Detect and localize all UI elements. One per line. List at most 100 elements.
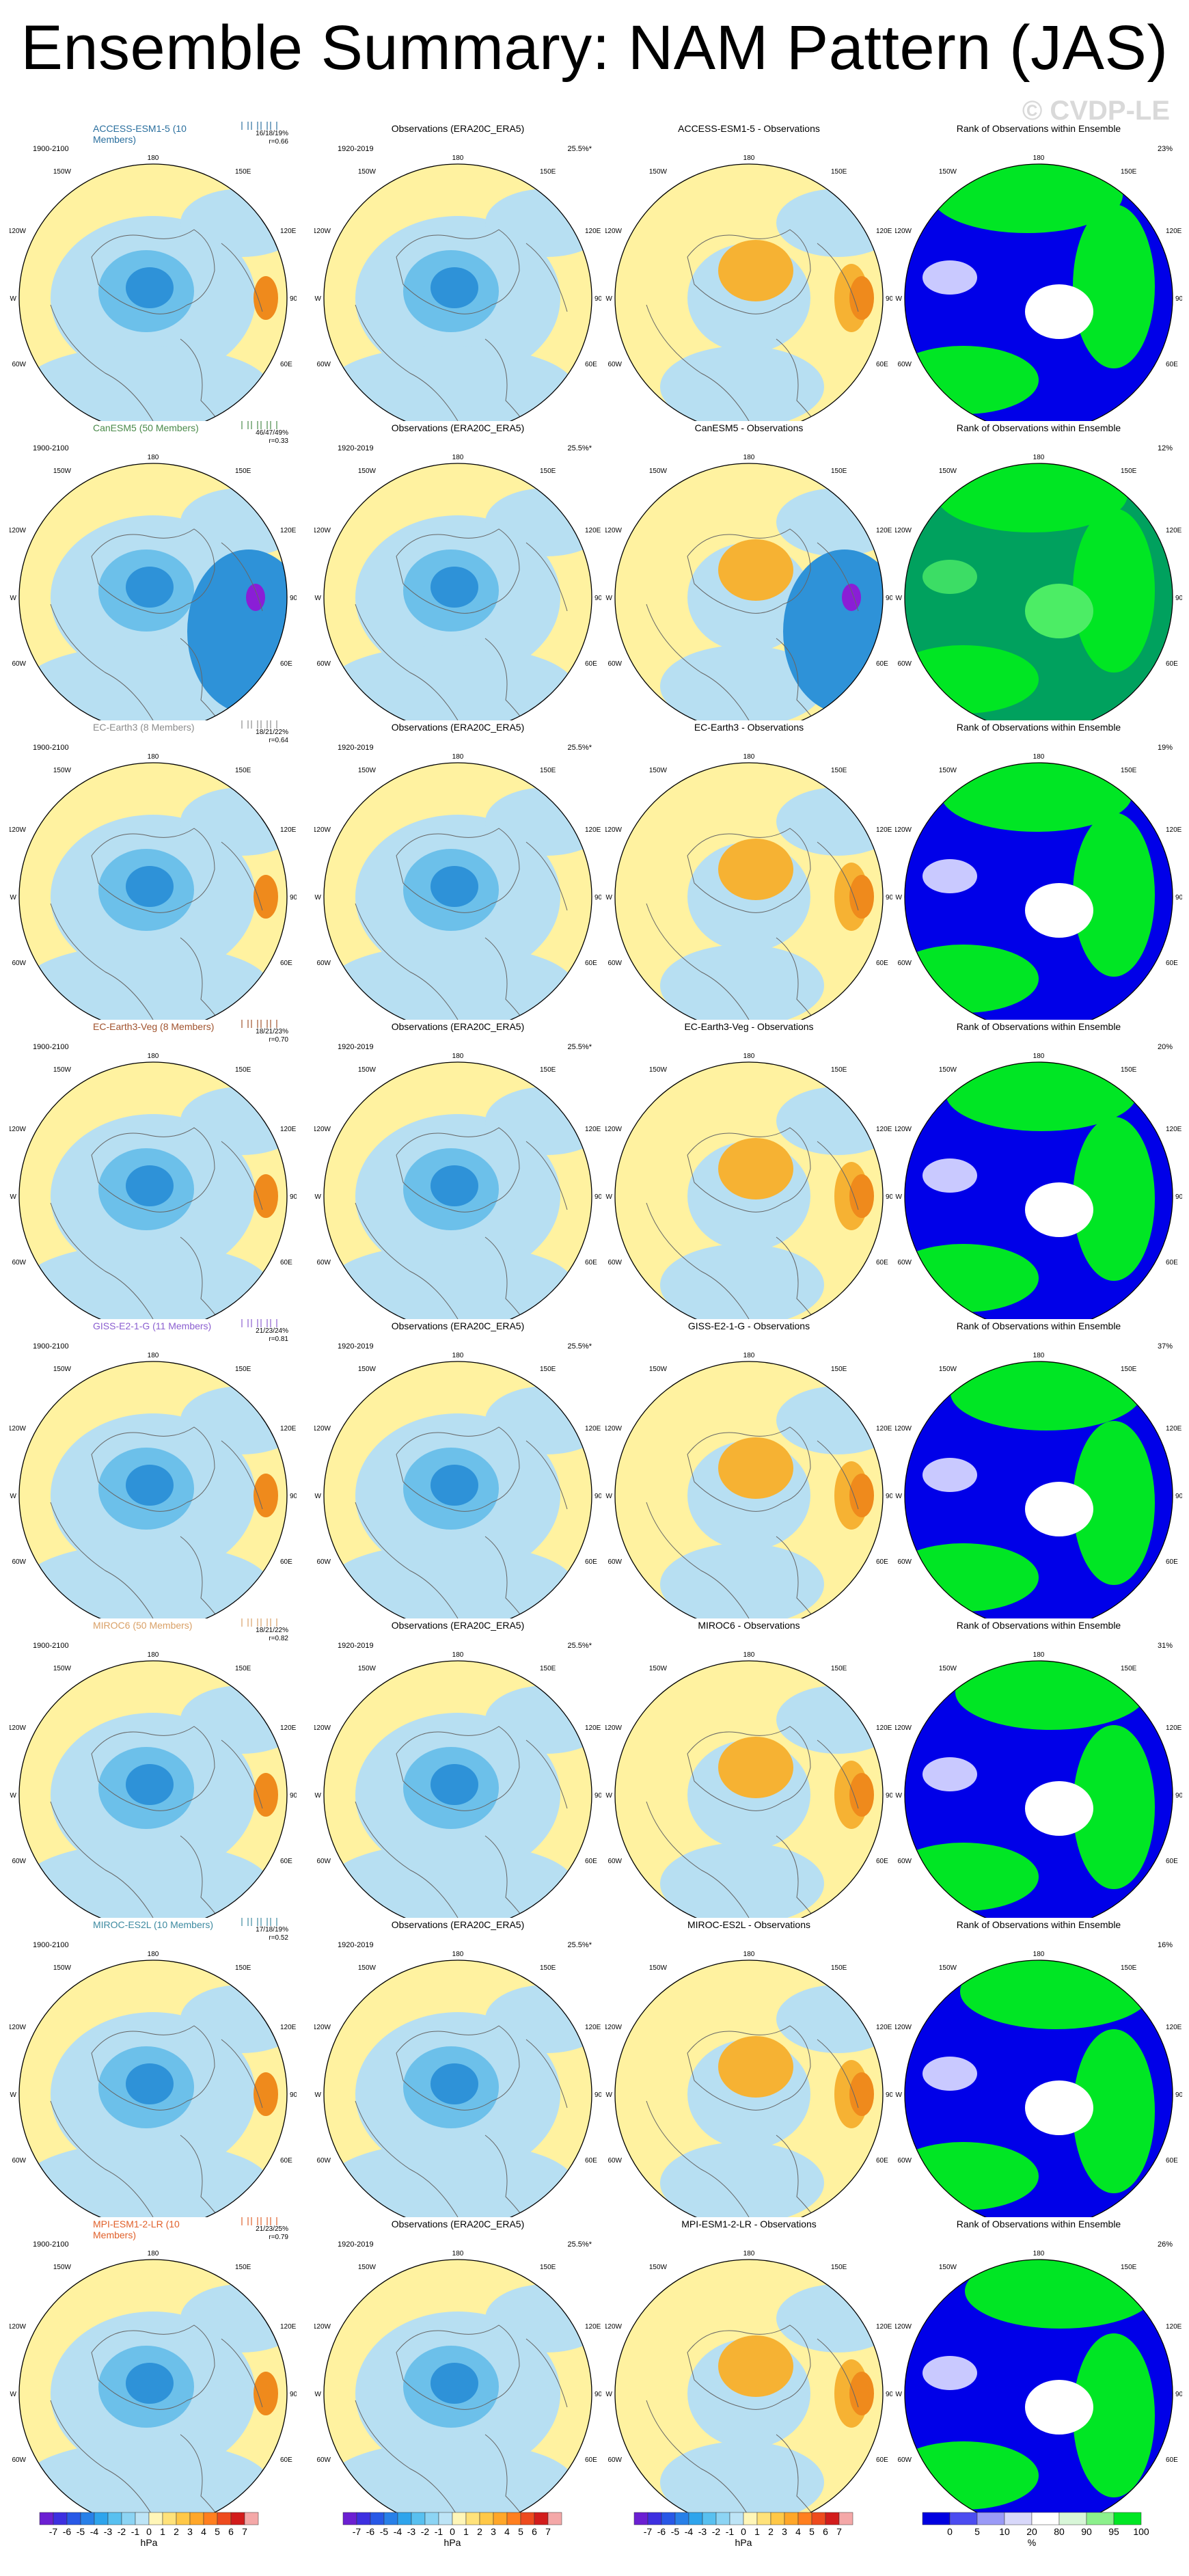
coastline xyxy=(484,1536,534,1618)
negative-center xyxy=(126,1165,174,1206)
model-stats: 46/47/49% r=0.33 xyxy=(227,429,288,446)
coastline xyxy=(776,1536,825,1618)
coastline xyxy=(221,2338,263,2408)
coastline xyxy=(484,2434,534,2517)
lon-label: 150E xyxy=(540,2264,556,2271)
lon-label: 150W xyxy=(649,1665,668,1672)
rank-lavender-region xyxy=(922,260,977,295)
coastline xyxy=(91,2025,215,2111)
colorbar-tick-label: 3 xyxy=(187,2526,193,2537)
rank-white-region xyxy=(1025,883,1093,938)
lon-label: 90W xyxy=(314,1493,322,1500)
percent-label: 25.5%* xyxy=(567,744,592,752)
negative-center xyxy=(430,1764,478,1805)
lon-label: 60W xyxy=(897,1558,912,1566)
lon-label: 90E xyxy=(1175,1493,1182,1500)
lon-label: 60E xyxy=(1166,361,1178,368)
colorbar-swatch xyxy=(424,2512,439,2525)
lon-label: 180 xyxy=(452,1053,464,1060)
map-rank: 1800150W150E120W120E90W90E60W60E30W30E xyxy=(895,1951,1182,2217)
lon-label: 150E xyxy=(831,767,847,774)
colorbar-tick-label: 100 xyxy=(1133,2526,1149,2537)
coastline xyxy=(221,1739,263,1809)
coastline xyxy=(396,528,520,614)
lon-label: 90W xyxy=(10,1792,17,1800)
panel-diff: 1800150W150E120W120E90W90E60W60E30W30EGI… xyxy=(605,1318,892,1618)
lon-label: 150W xyxy=(939,1366,957,1373)
coastline xyxy=(50,2100,154,2217)
lon-label: 120E xyxy=(1166,2323,1182,2331)
lon-label: 150W xyxy=(53,1964,72,1972)
lon-label: 120W xyxy=(895,826,912,834)
rank-green-region xyxy=(905,463,1173,720)
colorbar-swatch xyxy=(922,2512,951,2525)
map-diff: 1800150W150E120W120E90W90E60W60E30W30E xyxy=(605,154,892,421)
lon-label: 90E xyxy=(594,595,601,602)
rank-green-region xyxy=(1073,204,1155,368)
lon-label: 120W xyxy=(10,2024,27,2031)
colorbar-swatch xyxy=(244,2512,259,2525)
lon-label: 60W xyxy=(316,660,331,668)
negative-region xyxy=(660,2441,824,2517)
colorbar-tick-label: 0 xyxy=(450,2526,455,2537)
map-rank: 1800150W150E120W120E90W90E60W60E30W30E xyxy=(895,753,1182,1020)
lon-label: 90E xyxy=(290,295,297,303)
lon-label: 150E xyxy=(235,467,251,475)
lon-label: 60E xyxy=(585,1858,597,1865)
stats-percentiles: 18/21/22% xyxy=(256,729,288,736)
colorbar-tick-label: 95 xyxy=(1108,2526,1119,2537)
positive-anomaly xyxy=(849,875,874,919)
lon-label: 60W xyxy=(12,2456,26,2464)
coastline xyxy=(687,2025,811,2111)
lon-label: 120W xyxy=(10,1724,27,1732)
colorbar-swatch xyxy=(756,2512,771,2525)
lon-label: 60W xyxy=(897,660,912,668)
rank-white-region xyxy=(1025,2380,1093,2435)
lon-label: 60E xyxy=(585,660,597,668)
percent-label: 25.5%* xyxy=(567,1941,592,1949)
colorbar-tick-label: -1 xyxy=(131,2526,140,2537)
rank-green-region xyxy=(905,945,1039,1013)
colorbar-tick-label: 6 xyxy=(823,2526,828,2537)
lon-label: 90W xyxy=(314,1792,322,1800)
map-boundary xyxy=(18,1061,288,1319)
colorbar-unit: % xyxy=(1028,2537,1036,2548)
percent-label: 25.5%* xyxy=(567,444,592,452)
lon-label: 150W xyxy=(649,2264,668,2271)
coastline xyxy=(180,2434,229,2517)
model-stats: 18/21/22% r=0.82 xyxy=(227,1627,288,1643)
lon-label: 60E xyxy=(1166,1259,1178,1266)
lon-label: 60W xyxy=(607,2157,622,2165)
percent-label: 25.5%* xyxy=(567,1043,592,1051)
coastline xyxy=(91,2324,215,2410)
lon-label: 90W xyxy=(314,595,322,602)
lon-label: 90E xyxy=(1175,595,1182,602)
lon-label: 150W xyxy=(53,1665,72,1672)
coastline xyxy=(91,828,215,913)
colorbar-swatch xyxy=(702,2512,717,2525)
lon-label: 150E xyxy=(831,1964,847,1972)
coastline xyxy=(646,2100,750,2217)
colorbar-swatch xyxy=(342,2512,357,2525)
colorbar-swatch xyxy=(534,2512,549,2525)
lon-label: 150E xyxy=(540,1066,556,1074)
colorbar-tick-label: 20 xyxy=(1026,2526,1037,2537)
lon-label: 90W xyxy=(895,1193,903,1201)
coastline xyxy=(355,604,459,720)
stats-percentiles: 46/47/49% xyxy=(256,429,288,437)
colorbar-swatch xyxy=(80,2512,95,2525)
lon-label: 120W xyxy=(605,826,623,834)
lon-label: 60W xyxy=(897,960,912,967)
lon-label: 90W xyxy=(605,1493,613,1500)
lon-label: 90E xyxy=(594,295,601,303)
panel-obs: 1800150W150E120W120E90W90E60W60E30W30EOb… xyxy=(314,120,601,421)
member-spread-glyph xyxy=(241,1319,277,1327)
lon-label: 120W xyxy=(605,1126,623,1133)
lon-label: 90E xyxy=(1175,1792,1182,1800)
coastline xyxy=(646,1502,750,1618)
negative-region xyxy=(660,346,824,421)
lon-label: 120W xyxy=(314,1425,331,1433)
coastline xyxy=(355,304,459,421)
lon-label: 120E xyxy=(280,1126,297,1133)
positive-region xyxy=(718,1138,793,1199)
